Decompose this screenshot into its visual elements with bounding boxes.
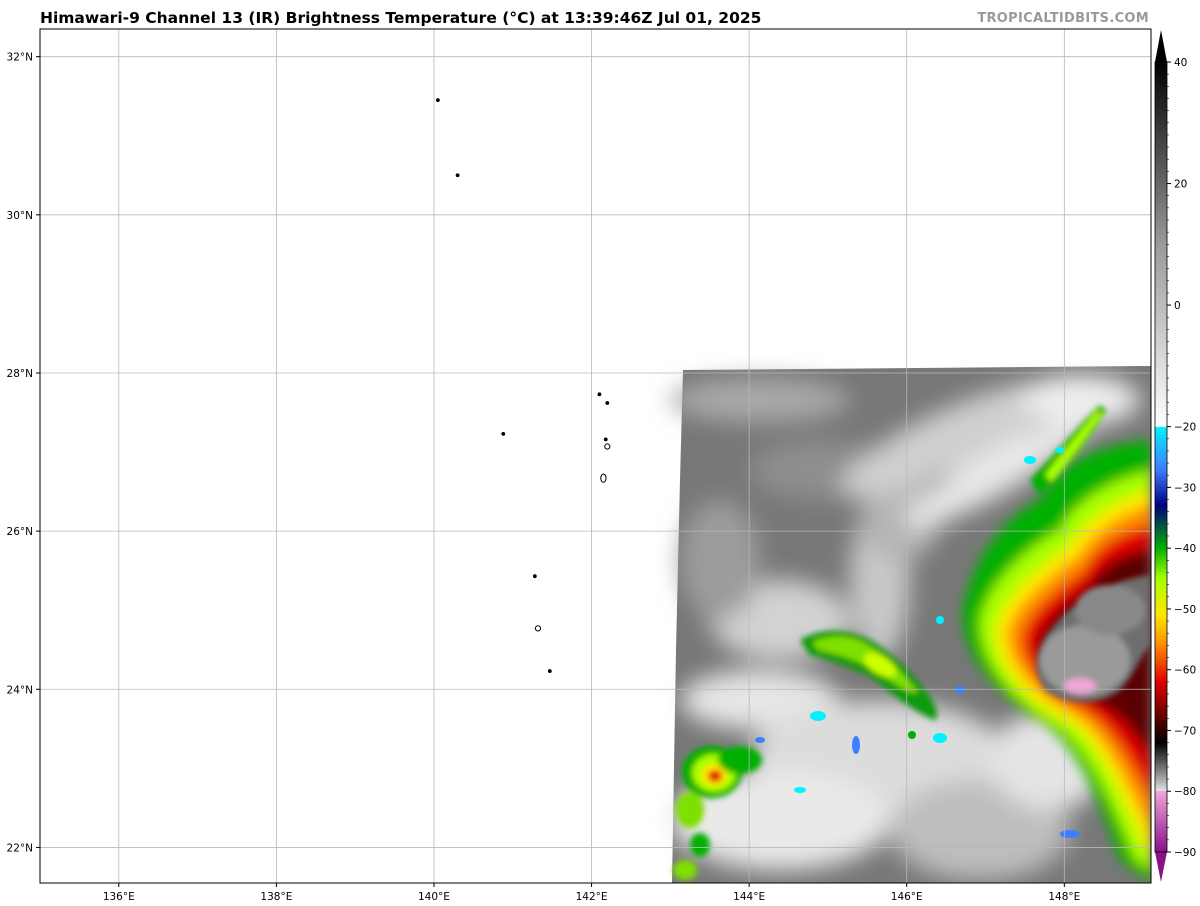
colorbar-tick-label: −60 [1174,665,1196,677]
island [532,574,537,579]
colorbar-tick-label: 0 [1174,300,1181,312]
scattered-cold-tops [755,447,1080,838]
colorbar-tick-label: −50 [1174,604,1196,616]
lon-tick-label: 136°E [103,891,135,903]
lon-tick-label: 146°E [891,891,923,903]
credit-watermark: TROPICALTIDBITS.COM [977,11,1149,26]
lat-tick-label: 24°N [7,684,33,696]
plot-border [39,28,1152,884]
islands [436,98,611,673]
colorbar-ticks: 40 20 0 −20 −30 −40 −50 −60 −70 −80 −90 [1167,57,1196,859]
island [605,401,610,405]
island [600,473,607,483]
colorbar-tick-label: −90 [1174,847,1196,859]
colorbar-extend-top [1155,30,1167,62]
lat-tick-label: 22°N [7,842,33,854]
cloud-swaths [670,375,1140,880]
colorbar-tick-label: −80 [1174,786,1196,798]
island [604,443,611,450]
lat-tick-label: 26°N [7,526,33,538]
convective-cell [673,746,762,880]
island [436,98,440,103]
colorbar-tick-label: −40 [1174,543,1196,555]
colorbar-outline [1154,61,1168,853]
lon-tick-label: 138°E [260,891,292,903]
colorbar: 40 20 0 −20 −30 −40 −50 −60 −70 −80 −90 [1154,30,1196,882]
map-title: Himawari-9 Channel 13 (IR) Brightness Te… [40,9,762,27]
colorbar-tick-label: −70 [1174,725,1196,737]
lat-tick-label: 32°N [7,52,33,64]
graticule [40,29,1151,883]
cold-cloud-band [800,631,937,720]
storm-system [963,405,1151,883]
lon-tick-label: 148°E [1048,891,1080,903]
lon-tick-label: 142°E [576,891,608,903]
axis-labels: 136°E 138°E 140°E 142°E 144°E 146°E 148°E 22°N 2… [7,52,1081,903]
lat-tick-label: 30°N [7,210,33,222]
colorbar-extend-bottom [1155,852,1167,882]
island [603,437,608,442]
island [547,669,552,673]
island [534,625,542,632]
colorbar-tick-label: −30 [1174,482,1196,494]
lat-tick-label: 28°N [7,368,33,380]
island [597,392,602,397]
colorbar-tick-label: 20 [1174,179,1187,191]
island [455,173,460,178]
lon-tick-label: 144°E [733,891,765,903]
satellite-imagery [670,366,1151,883]
colorbar-tick-label: 40 [1174,57,1187,69]
colorbar-tick-label: −20 [1174,422,1196,434]
island [501,431,506,436]
colorbar-scale [1155,62,1167,852]
axis-ticks [36,56,1065,887]
lon-tick-label: 140°E [418,891,450,903]
